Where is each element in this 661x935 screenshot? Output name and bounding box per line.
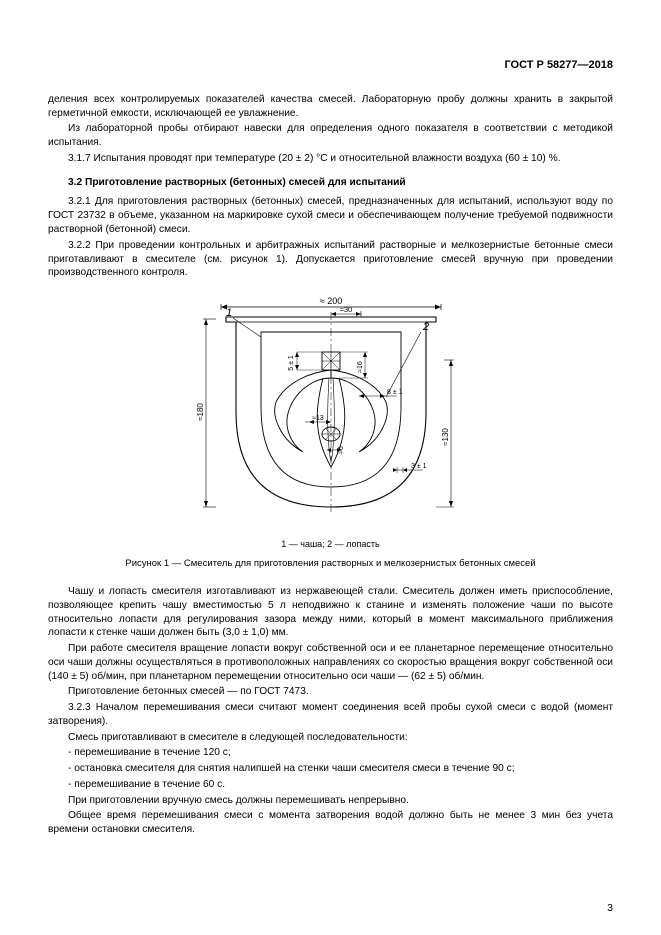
paragraph: 3.2.2 При проведении контрольных и арбит… <box>48 239 613 280</box>
section-title: 3.2 Приготовление растворных (бетонных) … <box>48 176 613 190</box>
paragraph: Приготовление бетонных смесей — по ГОСТ … <box>48 685 613 699</box>
svg-text:≈130: ≈130 <box>441 428 450 446</box>
doc-header: ГОСТ Р 58277—2018 <box>48 58 613 73</box>
paragraph: Из лабораторной пробы отбирают навески д… <box>48 122 613 150</box>
paragraph: Чашу и лопасть смесителя изготавливают и… <box>48 585 613 640</box>
paragraph: 3.2.1 Для приготовления растворных (бето… <box>48 195 613 236</box>
svg-text:1: 1 <box>226 307 232 319</box>
svg-text:≈16: ≈16 <box>357 361 364 373</box>
paragraph: 3.2.3 Началом перемешивания смеси считаю… <box>48 701 613 729</box>
svg-text:≈30: ≈30 <box>339 305 351 314</box>
paragraph: 3.1.7 Испытания проводят при температуре… <box>48 152 613 166</box>
list-item: - остановка смесителя для снятия налипше… <box>48 762 613 776</box>
svg-text:8 ± 1: 8 ± 1 <box>387 389 403 396</box>
paragraph: При работе смесителя вращение лопасти во… <box>48 642 613 683</box>
page-number: 3 <box>607 901 613 915</box>
document-page: ГОСТ Р 58277—2018 деления всех контролир… <box>0 0 661 935</box>
paragraph: Общее время перемешивания смеси с момент… <box>48 809 613 837</box>
svg-text:3 ± 1: 3 ± 1 <box>411 463 427 470</box>
list-item: - перемешивание в течение 120 с; <box>48 746 613 760</box>
paragraph: Смесь приготавливают в смесителе в следу… <box>48 731 613 745</box>
svg-text:≈6: ≈6 <box>338 446 345 454</box>
svg-text:≈180: ≈180 <box>196 403 205 421</box>
svg-text:≈13: ≈13 <box>312 415 324 422</box>
paragraph: деления всех контролируемых показателей … <box>48 93 613 121</box>
figure-caption: Рисунок 1 — Смеситель для приготовления … <box>48 558 613 571</box>
svg-text:5 ± 1: 5 ± 1 <box>288 355 295 371</box>
svg-text:2: 2 <box>422 321 429 333</box>
paragraph: При приготовлении вручную смесь должны п… <box>48 794 613 808</box>
list-item: - перемешивание в течение 60 с. <box>48 778 613 792</box>
figure-legend: 1 — чаша; 2 — лопасть <box>48 538 613 550</box>
mixer-diagram: ≈ 200 1 2 ≈30 <box>171 292 491 532</box>
